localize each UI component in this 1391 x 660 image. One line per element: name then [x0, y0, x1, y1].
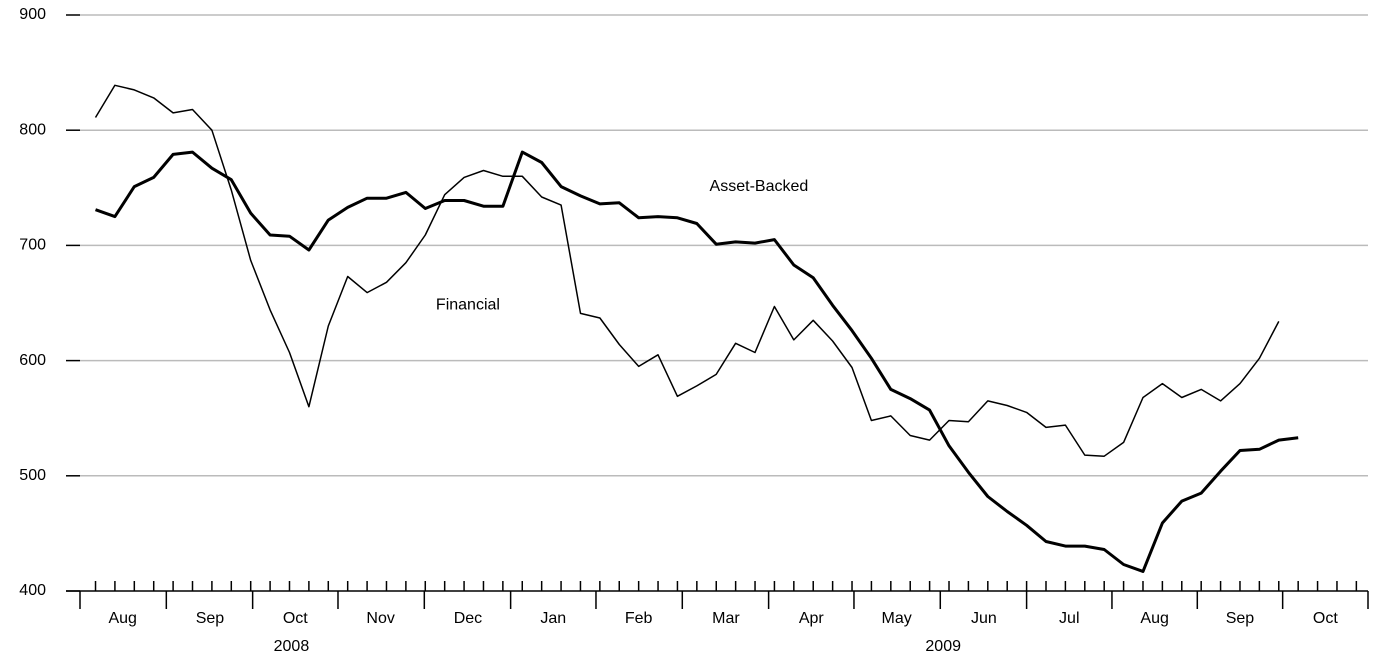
x-tick-label: Aug — [1140, 610, 1168, 627]
x-tick-label: Sep — [1226, 610, 1255, 627]
x-tick-label: Jan — [540, 610, 566, 627]
x-tick-label: Nov — [366, 610, 394, 627]
year-label: 2009 — [925, 638, 961, 655]
y-tick-label: 900 — [19, 6, 46, 23]
x-tick-label: Feb — [625, 610, 653, 627]
y-tick-label: 700 — [19, 237, 46, 254]
series-line — [94, 84, 1280, 457]
x-tick-label: Sep — [196, 610, 225, 627]
x-tick-label: Aug — [108, 610, 136, 627]
x-tick-label: Apr — [799, 610, 825, 627]
x-tick-label: Oct — [1313, 610, 1338, 627]
year-label: 2008 — [274, 638, 310, 655]
x-tick-label: Oct — [283, 610, 308, 627]
x-tick-label: Jun — [971, 610, 997, 627]
series-label: Financial — [436, 297, 500, 314]
x-tick-label: Mar — [712, 610, 740, 627]
y-tick-label: 800 — [19, 121, 46, 138]
x-tick-label: Jul — [1059, 610, 1079, 627]
x-tick-label: Dec — [454, 610, 482, 627]
y-tick-label: 600 — [19, 352, 46, 369]
y-tick-label: 500 — [19, 467, 46, 484]
series-line — [94, 150, 1299, 573]
y-tick-label: 400 — [19, 582, 46, 599]
x-tick-label: May — [882, 610, 912, 627]
series-label: Asset-Backed — [710, 178, 809, 195]
